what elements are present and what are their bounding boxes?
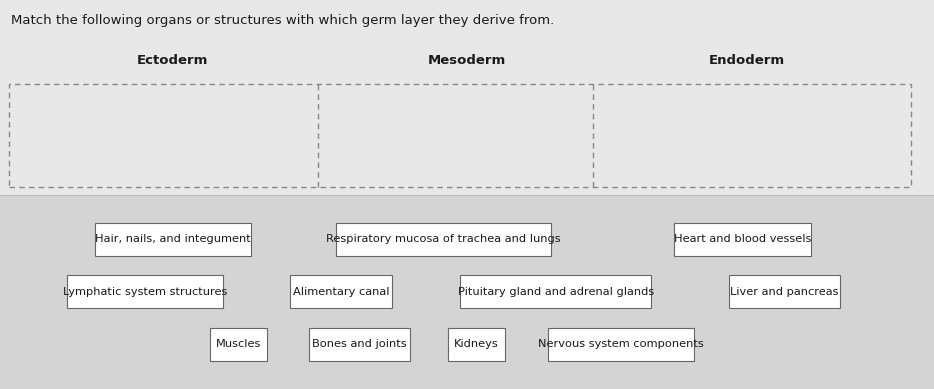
Text: Lymphatic system structures: Lymphatic system structures [63, 287, 227, 297]
Bar [336, 223, 551, 256]
Bar [209, 328, 267, 361]
Text: Ectoderm: Ectoderm [137, 54, 208, 67]
Bar [309, 328, 410, 361]
Bar [9, 84, 911, 187]
Bar [0, 0, 934, 194]
Text: Nervous system components: Nervous system components [538, 339, 704, 349]
Text: Kidneys: Kidneys [454, 339, 499, 349]
Text: Mesoderm: Mesoderm [428, 54, 506, 67]
Text: Endoderm: Endoderm [709, 54, 785, 67]
Text: Muscles: Muscles [216, 339, 261, 349]
Text: Hair, nails, and integument: Hair, nails, and integument [95, 234, 250, 244]
Bar [447, 328, 505, 361]
Bar [66, 275, 223, 308]
Bar [460, 275, 651, 308]
Text: Bones and joints: Bones and joints [312, 339, 407, 349]
Text: Pituitary gland and adrenal glands: Pituitary gland and adrenal glands [458, 287, 654, 297]
Text: Liver and pancreas: Liver and pancreas [730, 287, 839, 297]
Bar [674, 223, 811, 256]
Bar [94, 223, 251, 256]
Bar [0, 194, 934, 389]
Bar [729, 275, 841, 308]
Bar [290, 275, 391, 308]
Bar [548, 328, 694, 361]
Text: Heart and blood vessels: Heart and blood vessels [673, 234, 812, 244]
Text: Respiratory mucosa of trachea and lungs: Respiratory mucosa of trachea and lungs [326, 234, 561, 244]
Text: Alimentary canal: Alimentary canal [292, 287, 389, 297]
Text: Match the following organs or structures with which germ layer they derive from.: Match the following organs or structures… [11, 14, 555, 26]
